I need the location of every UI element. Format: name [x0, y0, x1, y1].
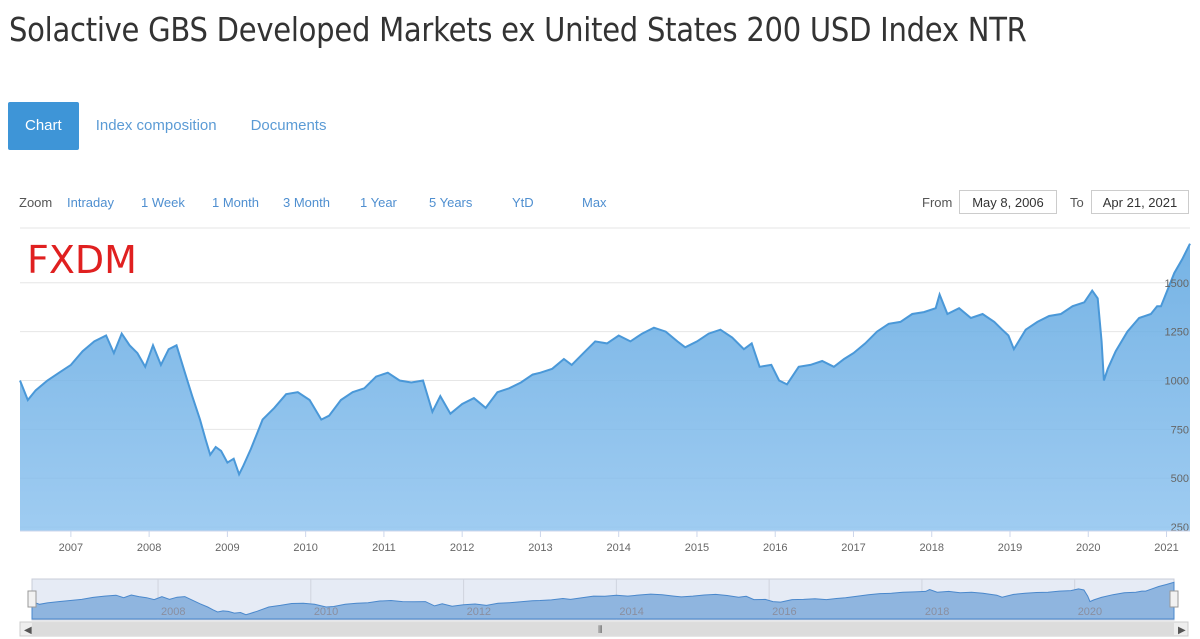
- y-tick-label: 1500: [1165, 278, 1189, 290]
- price-line: [19, 243, 1191, 477]
- navigator-year-label: 2018: [925, 606, 949, 618]
- x-tick-label: 2013: [528, 542, 552, 554]
- zoom-1-year-button[interactable]: 1 Year: [360, 195, 397, 210]
- x-tick-label: 2007: [59, 542, 83, 554]
- from-date-input[interactable]: May 8, 2006: [959, 190, 1057, 214]
- y-tick-label: 500: [1171, 473, 1189, 485]
- zoom-5-years-button[interactable]: 5 Years: [429, 195, 473, 210]
- x-tick-label: 2021: [1154, 542, 1178, 554]
- zoom-1-month-button[interactable]: 1 Month: [212, 195, 259, 210]
- tab-chart[interactable]: Chart: [8, 102, 79, 150]
- scroll-left-icon[interactable]: ◀: [24, 625, 32, 636]
- x-tick-label: 2018: [919, 542, 943, 554]
- scroll-right-icon[interactable]: ▶: [1178, 625, 1186, 636]
- navigator[interactable]: 2008 2010 2012 2014 2016 2018 2020 ◀ ▶ ⦀: [0, 575, 1200, 639]
- zoom-3-month-button[interactable]: 3 Month: [283, 195, 330, 210]
- scrollbar-thumb[interactable]: [32, 623, 1174, 635]
- x-tick-label: 2008: [137, 542, 161, 554]
- navigator-area: [31, 581, 1175, 620]
- navigator-year-label: 2008: [161, 606, 185, 618]
- from-label: From: [922, 195, 953, 210]
- x-tick-label: 2009: [215, 542, 239, 554]
- price-area: [20, 243, 1190, 531]
- x-tick-label: 2012: [450, 542, 474, 554]
- navigator-right-handle[interactable]: [1169, 590, 1179, 608]
- x-tick-label: 2019: [998, 542, 1022, 554]
- zoom-ytd-button[interactable]: YtD: [512, 195, 534, 210]
- scrollbar-grip-icon[interactable]: ⦀: [598, 625, 602, 636]
- to-label: To: [1070, 195, 1084, 210]
- x-tick-label: 2020: [1076, 542, 1100, 554]
- fxdm-watermark: FXDM: [27, 238, 137, 282]
- x-tick-label: 2017: [841, 542, 865, 554]
- navigator-year-label: 2010: [314, 606, 338, 618]
- tab-index-composition[interactable]: Index composition: [95, 117, 217, 134]
- x-axis: 2007 2008 2009 2010 2011 2012 2013 2014 2015 2016…: [20, 530, 1190, 554]
- zoom-max-button[interactable]: Max: [582, 195, 607, 210]
- tab-bar: Chart Index composition Documents: [8, 102, 343, 150]
- page-title: Solactive GBS Developed Markets ex Unite…: [9, 10, 1027, 49]
- navigator-year-label: 2016: [772, 606, 796, 618]
- zoom-1-week-button[interactable]: 1 Week: [141, 195, 185, 210]
- navigator-left-handle[interactable]: [27, 590, 37, 608]
- x-tick-label: 2011: [372, 542, 396, 554]
- zoom-intraday-button[interactable]: Intraday: [67, 195, 114, 210]
- y-tick-label: 750: [1171, 424, 1189, 436]
- zoom-label: Zoom: [19, 195, 53, 210]
- x-tick-label: 2016: [763, 542, 787, 554]
- navigator-year-label: 2020: [1078, 606, 1102, 618]
- navigator-year-label: 2012: [467, 606, 491, 618]
- x-tick-label: 2010: [293, 542, 317, 554]
- navigator-labels: 2008 2010 2012 2014 2016 2018 2020: [161, 606, 1102, 618]
- x-tick-label: 2015: [685, 542, 709, 554]
- navigator-year-label: 2014: [619, 606, 643, 618]
- tab-documents[interactable]: Documents: [250, 117, 327, 134]
- y-tick-label: 1000: [1165, 376, 1189, 388]
- y-tick-label: 250: [1171, 522, 1189, 534]
- y-tick-label: 1250: [1165, 327, 1189, 339]
- to-date-input[interactable]: Apr 21, 2021: [1091, 190, 1189, 214]
- x-tick-label: 2014: [606, 542, 630, 554]
